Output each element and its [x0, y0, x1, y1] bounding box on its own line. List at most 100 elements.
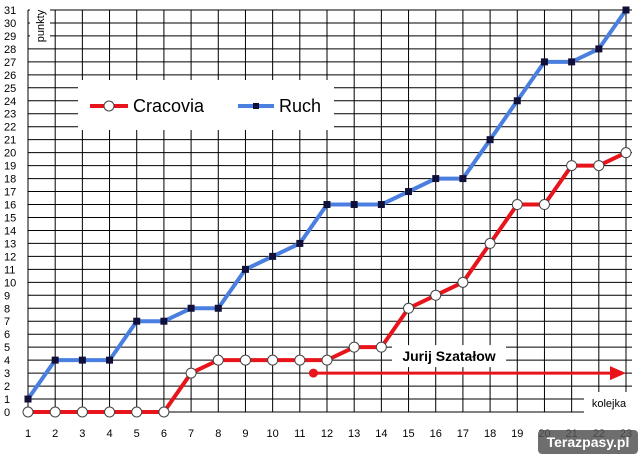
x-tick-label: 18: [484, 428, 496, 440]
y-tick-label: 7: [4, 316, 10, 328]
watermark: Terazpasy.pl: [538, 430, 638, 454]
data-point-ruch: [78, 356, 86, 364]
y-tick-label: 19: [4, 161, 16, 173]
y-tick-label: 3: [4, 368, 10, 380]
data-point-ruch: [377, 201, 385, 209]
y-tick-label: 24: [4, 96, 16, 108]
data-point-cracovia: [403, 302, 415, 314]
data-point-cracovia: [239, 354, 251, 366]
data-point-cracovia: [620, 147, 632, 159]
x-tick-label: 5: [134, 428, 140, 440]
y-tick-label: 22: [4, 122, 16, 134]
x-tick-label: 13: [348, 428, 360, 440]
legend-marker-ruch: [253, 103, 259, 109]
y-tick-label: 25: [4, 83, 16, 95]
y-axis-label-box: punkty: [30, 4, 50, 48]
data-point-cracovia: [131, 406, 143, 418]
x-tick-label: 17: [457, 428, 469, 440]
chart-grid: [27, 9, 632, 413]
y-tick-label: 12: [4, 251, 16, 263]
legend-label-cracovia: Cracovia: [133, 96, 205, 116]
x-tick-label: 9: [242, 428, 248, 440]
annotation-label: Jurij Szatałow: [402, 348, 495, 364]
y-tick-label: 8: [4, 303, 10, 315]
data-point-ruch: [622, 6, 630, 14]
data-point-ruch: [24, 395, 32, 403]
data-point-ruch: [269, 252, 277, 260]
y-tick-label: 13: [4, 238, 16, 250]
y-tick-label: 2: [4, 381, 10, 393]
y-tick-label: 28: [4, 44, 16, 56]
data-point-ruch: [241, 265, 249, 273]
data-point-ruch: [323, 201, 331, 209]
x-axis-label-box: kolejka: [584, 392, 634, 414]
data-point-cracovia: [22, 406, 34, 418]
y-tick-label: 20: [4, 148, 16, 160]
data-point-ruch: [350, 201, 358, 209]
watermark-text: Terazpasy.pl: [547, 434, 630, 450]
y-axis-label: punkty: [35, 9, 47, 42]
annotation-arrow-start: [308, 368, 318, 378]
x-axis-label: kolejka: [592, 398, 627, 410]
data-point-cracovia: [294, 354, 306, 366]
data-point-cracovia: [593, 160, 605, 172]
data-point-cracovia: [267, 354, 279, 366]
y-tick-label: 15: [4, 212, 16, 224]
y-tick-label: 9: [4, 290, 10, 302]
y-tick-label: 0: [4, 407, 10, 419]
x-tick-label: 15: [402, 428, 414, 440]
y-tick-label: 5: [4, 342, 10, 354]
data-point-cracovia: [212, 354, 224, 366]
data-point-ruch: [296, 239, 304, 247]
y-tick-label: 1: [4, 394, 10, 406]
y-tick-label: 27: [4, 57, 16, 69]
x-tick-label: 8: [215, 428, 221, 440]
y-tick-label: 17: [4, 187, 16, 199]
x-tick-label: 1: [25, 428, 31, 440]
annotation-jurij-szatalow: Jurij Szatałow: [308, 345, 626, 381]
y-tick-label: 26: [4, 70, 16, 82]
data-point-cracovia: [430, 289, 442, 301]
y-tick-labels: 0123456789101112131415161718192021222324…: [4, 5, 16, 419]
data-point-ruch: [540, 58, 548, 66]
x-tick-label: 16: [430, 428, 442, 440]
y-tick-label: 4: [4, 355, 10, 367]
x-tick-label: 4: [106, 428, 112, 440]
x-tick-label: 11: [294, 428, 305, 440]
y-tick-label: 31: [4, 5, 16, 17]
legend-label-ruch: Ruch: [279, 96, 321, 116]
y-tick-label: 23: [4, 109, 16, 121]
x-tick-label: 6: [161, 428, 167, 440]
y-tick-label: 11: [4, 264, 15, 276]
y-tick-label: 18: [4, 174, 16, 186]
y-tick-label: 14: [4, 225, 16, 237]
data-point-ruch: [405, 188, 413, 196]
chart-legend: Cracovia Ruch: [78, 80, 334, 130]
data-point-ruch: [595, 45, 603, 53]
data-point-cracovia: [511, 199, 523, 211]
data-point-ruch: [106, 356, 114, 364]
data-point-ruch: [187, 304, 195, 312]
data-point-ruch: [133, 317, 141, 325]
x-tick-label: 7: [188, 428, 194, 440]
data-point-cracovia: [538, 199, 550, 211]
data-point-ruch: [432, 175, 440, 183]
y-tick-label: 30: [4, 18, 16, 30]
data-point-ruch: [486, 136, 494, 144]
data-point-cracovia: [321, 354, 333, 366]
data-point-ruch: [214, 304, 222, 312]
data-point-cracovia: [457, 276, 469, 288]
legend-marker-cracovia: [103, 100, 115, 112]
data-point-ruch: [51, 356, 59, 364]
data-point-cracovia: [348, 341, 360, 353]
data-point-cracovia: [185, 367, 197, 379]
data-point-cracovia: [76, 406, 88, 418]
y-tick-label: 16: [4, 200, 16, 212]
y-tick-label: 6: [4, 329, 10, 341]
y-tick-label: 21: [4, 135, 16, 147]
x-tick-label: 14: [375, 428, 387, 440]
data-point-cracovia: [158, 406, 170, 418]
data-point-cracovia: [566, 160, 578, 172]
y-tick-label: 29: [4, 31, 16, 43]
